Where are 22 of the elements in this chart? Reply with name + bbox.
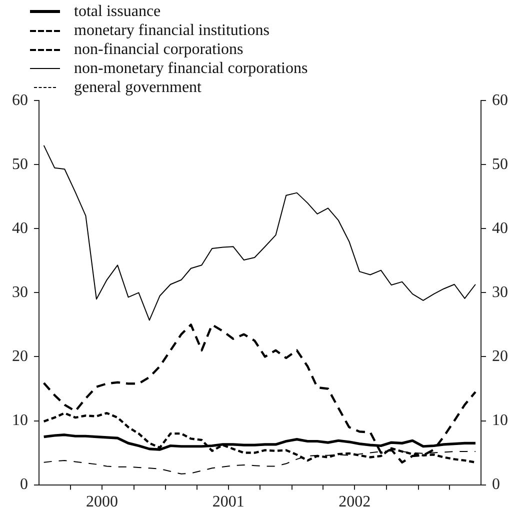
y2-tick-label: 40	[492, 220, 508, 237]
y-tick-label: 60	[12, 92, 28, 109]
x-tick-label: 2002	[338, 494, 371, 511]
y2-tick-label: 50	[492, 156, 508, 173]
y-tick-label: 40	[12, 220, 28, 237]
legend-label: non-financial corporations	[74, 40, 244, 59]
y2-tick-label: 20	[492, 348, 508, 365]
legend-label: non-monetary financial corporations	[74, 59, 308, 78]
y-tick-label: 0	[20, 476, 28, 494]
x-tick-label: 2000	[86, 494, 118, 511]
legend-label: monetary financial institutions	[74, 21, 270, 40]
y2-tick-label: 30	[492, 284, 508, 301]
y-tick-label: 20	[12, 348, 28, 365]
y-tick-label: 10	[12, 412, 28, 429]
legend-label: general government	[74, 78, 202, 97]
y-tick-label: 30	[12, 284, 28, 301]
y2-tick-label: 60	[492, 92, 508, 109]
y2-tick-label: 0	[492, 476, 500, 494]
y-tick-label: 50	[12, 156, 28, 173]
x-tick-label: 2001	[212, 494, 244, 511]
y2-tick-label: 10	[492, 412, 508, 429]
legend-label: total issuance	[74, 2, 161, 21]
